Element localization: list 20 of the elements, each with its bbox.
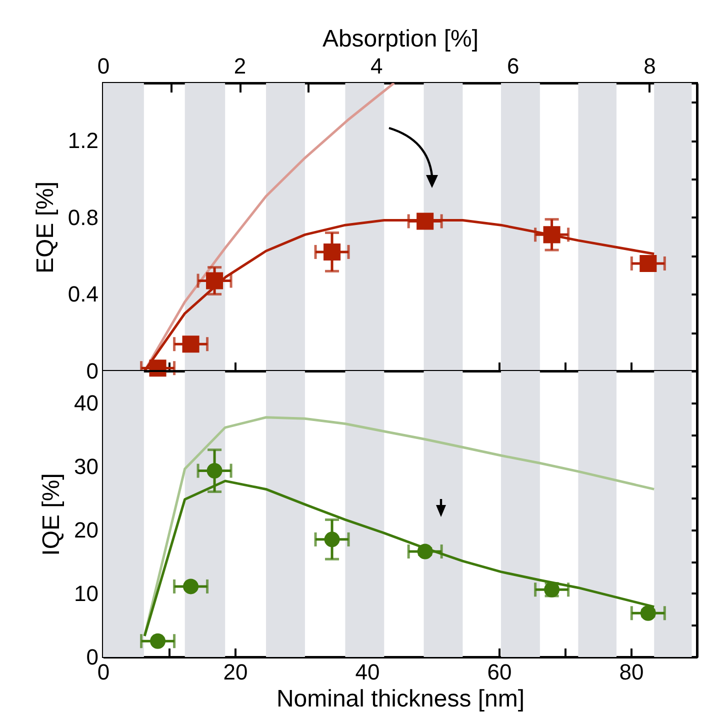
y-tick-label: 0.8 [68, 204, 98, 230]
y-tick-label: 40 [74, 390, 98, 416]
y-tick-label: 30 [74, 454, 98, 479]
x-axis-title: Nominal thickness [nm] [276, 686, 525, 712]
x2-tick-label: 8 [644, 54, 656, 78]
x2-axis-title: Absorption [%] [322, 26, 479, 52]
y-tick-label: 20 [74, 517, 98, 542]
x-tick-label: 80 [619, 660, 644, 684]
y-axis-title: IQE [%] [38, 473, 66, 556]
y-tick-label: 0 [86, 358, 98, 384]
y-tick-label: 10 [74, 580, 98, 606]
y-tick-label: 1.2 [68, 128, 98, 154]
x-tick-label: 60 [487, 660, 512, 684]
x2-tick-label: 6 [507, 54, 520, 78]
y-axis-title: EQE [%] [32, 181, 59, 274]
x-tick-label: 20 [223, 660, 248, 684]
x-tick-label: 40 [355, 660, 380, 684]
x2-tick-label: 4 [370, 54, 383, 78]
x2-tick-label: 2 [234, 54, 246, 78]
y-tick-label: 0.4 [68, 282, 98, 307]
